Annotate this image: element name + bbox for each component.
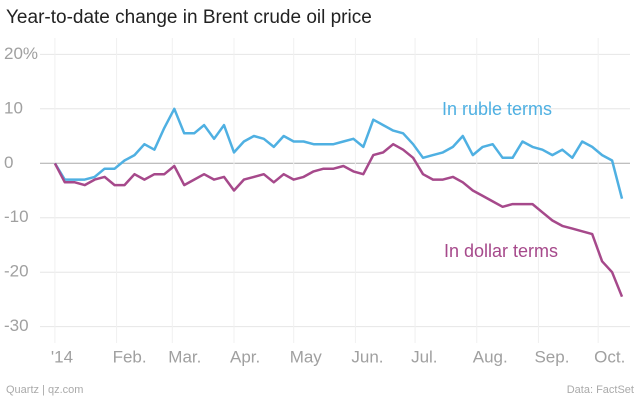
series-line	[53, 142, 624, 298]
series-line	[53, 107, 624, 200]
y-tick-label: -30	[4, 316, 29, 335]
y-tick-label: -20	[4, 262, 29, 281]
x-tick-label: Oct.	[594, 347, 625, 366]
x-tick-label: Jul.	[411, 347, 437, 366]
x-tick-label: Aug.	[473, 347, 508, 366]
x-tick-label: Sep.	[534, 347, 569, 366]
source: Data: FactSet	[567, 384, 634, 396]
chart-title: Year-to-date change in Brent crude oil p…	[6, 7, 372, 28]
y-tick-label: 20%	[4, 44, 38, 63]
x-tick-label: Jun.	[351, 347, 383, 366]
x-tick-label: Apr.	[230, 347, 260, 366]
x-tick-label: Feb.	[113, 347, 147, 366]
y-tick-label: 0	[4, 153, 13, 172]
y-tick-label: 10	[4, 98, 23, 117]
series-label: In ruble terms	[442, 99, 552, 119]
x-tick-label: '14	[51, 347, 73, 366]
y-tick-label: -10	[4, 207, 29, 226]
x-tick-label: Mar.	[168, 347, 201, 366]
series-label: In dollar terms	[444, 241, 558, 261]
x-tick-label: May	[290, 347, 323, 366]
credit: Quartz | qz.com	[6, 384, 83, 396]
